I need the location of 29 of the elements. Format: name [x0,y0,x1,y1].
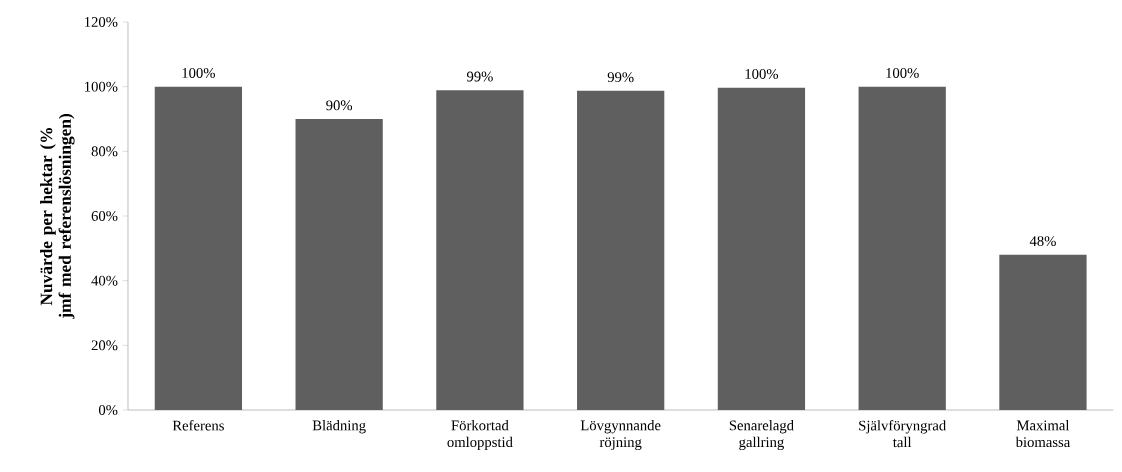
data-label: 90% [326,100,353,111]
y-tick-label: 80% [91,146,118,157]
y-tick-label: 60% [91,211,118,221]
y-tick-label: 20% [91,340,118,351]
x-tick-label: Senarelagd gallring [729,420,794,451]
y-tick-label: 120% [85,17,118,27]
x-tick-label: Blädning [312,420,366,434]
x-tick-label: Självföryngrad tall [859,420,946,448]
bar [154,86,243,410]
y-tick-label: 100% [85,81,118,92]
bar [436,90,524,410]
bar [577,90,665,410]
data-label: 100% [886,68,919,78]
data-label: 48% [1029,236,1056,247]
x-tick-label: Lövgynnande röjning [580,420,661,451]
bar [295,119,383,410]
x-tick-label: Förkortad omloppstid [447,420,513,450]
data-label: 99% [607,72,634,83]
y-tick-label: 40% [91,275,118,286]
x-tick-label: Referens [172,420,224,431]
y-tick-label: 0% [98,405,118,415]
y-axis-title: Nuvärde per hektar (% jmf med referenslösningen) [40,114,75,319]
bar [858,86,946,410]
bar [999,254,1087,410]
data-label: 100% [745,68,779,79]
data-label: 100% [182,68,215,78]
x-tick-label: Maximal biomassa [1015,420,1071,448]
bar [717,87,806,410]
data-label: 99% [466,71,493,82]
